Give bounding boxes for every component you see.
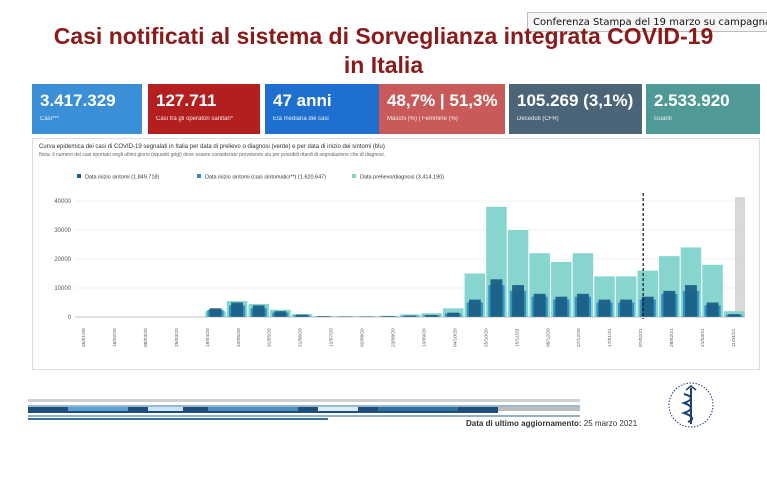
iss-logo bbox=[668, 382, 714, 428]
x-tick-label: 04/10/20 bbox=[452, 328, 458, 347]
x-tick-label: 12/07/20 bbox=[329, 328, 335, 347]
card-label: Deceduti (CFR) bbox=[517, 116, 559, 122]
x-tick-label: 25/10/20 bbox=[483, 328, 489, 347]
x-tick-label: 19/04/20 bbox=[205, 328, 211, 347]
last-update-date: 25 marzo 2021 bbox=[583, 419, 638, 428]
legend-swatch bbox=[197, 174, 201, 178]
provisional-region bbox=[735, 197, 745, 317]
bar bbox=[295, 314, 308, 317]
card-label: Maschi (%) | Femmine (%) bbox=[387, 116, 458, 122]
card-casi: 3.417.329 Casi*** bbox=[32, 84, 142, 134]
x-tick-label: 11/04/21 bbox=[731, 328, 737, 347]
title-line-2: in Italia bbox=[343, 52, 424, 78]
bar bbox=[555, 296, 568, 317]
x-tick-label: 07/02/21 bbox=[638, 328, 644, 347]
x-tick-label: 15/11/20 bbox=[514, 328, 520, 347]
x-tick-label: 31/05/20 bbox=[267, 328, 273, 347]
legend-swatch bbox=[77, 174, 81, 178]
card-label: Casi*** bbox=[40, 116, 60, 122]
epidemic-curve-chart: Data inizio sintomi (1.849.718) Data iniz… bbox=[54, 174, 745, 347]
x-tick-label: 21/06/20 bbox=[298, 328, 304, 347]
card-label: Età mediana dei casi bbox=[273, 116, 329, 122]
bar bbox=[490, 279, 503, 317]
x-tick-label: 28/02/21 bbox=[669, 328, 675, 347]
bar bbox=[641, 296, 654, 317]
card-value: 48,7% | 51,3% bbox=[387, 91, 498, 110]
card-sesso: 48,7% | 51,3% Maschi (%) | Femmine (%) bbox=[379, 84, 505, 134]
x-tick-label: 06/12/20 bbox=[545, 328, 551, 347]
bar bbox=[663, 290, 676, 317]
chart-note: Nota: il numero dei casi riportato negli… bbox=[39, 152, 386, 158]
title-line-1: Casi notificati al sistema di Sorveglian… bbox=[53, 23, 714, 49]
bar bbox=[598, 299, 611, 317]
bar bbox=[468, 299, 481, 317]
y-tick-label: 20000 bbox=[54, 257, 71, 263]
card-label: Guariti bbox=[654, 116, 672, 122]
x-tick-label: 02/08/20 bbox=[360, 328, 366, 347]
x-tick-label: 26/01/20 bbox=[81, 328, 87, 347]
bar bbox=[685, 285, 697, 317]
legend-swatch bbox=[352, 174, 356, 178]
x-tick-label: 23/08/20 bbox=[391, 328, 397, 347]
bar bbox=[620, 299, 633, 317]
last-update-label: Data di ultimo aggiornamento: bbox=[466, 419, 582, 428]
y-tick-label: 0 bbox=[68, 315, 72, 321]
bar bbox=[231, 302, 244, 317]
legend-label: Data inizio sintomi (casi sintomatici**)… bbox=[205, 175, 326, 181]
bar bbox=[447, 312, 460, 317]
bar bbox=[512, 285, 525, 317]
card-value: 2.533.920 bbox=[654, 91, 730, 110]
x-tick-label: 21/03/21 bbox=[700, 328, 706, 347]
bar bbox=[706, 302, 719, 317]
card-guariti: 2.533.920 Guariti bbox=[646, 84, 760, 134]
tooltip: Conferenza Stampa del 19 marzo su campag… bbox=[527, 12, 767, 32]
card-value: 3.417.329 bbox=[40, 91, 116, 110]
bar bbox=[209, 308, 222, 317]
chart-title: Curva epidemica dei casi di COVID-19 seg… bbox=[39, 144, 385, 150]
x-tick-label: 27/12/20 bbox=[576, 328, 582, 347]
bar bbox=[425, 314, 438, 317]
x-tick-label: 13/09/20 bbox=[421, 328, 427, 347]
bar bbox=[382, 316, 395, 317]
x-tick-label: 17/01/21 bbox=[607, 328, 613, 347]
y-tick-label: 40000 bbox=[54, 199, 71, 205]
chart-panel: Curva epidemica dei casi di COVID-19 seg… bbox=[32, 138, 760, 370]
y-tick-label: 30000 bbox=[54, 228, 71, 234]
x-tick-label: 29/03/20 bbox=[174, 328, 180, 347]
legend-label: Data inizio sintomi (1.849.718) bbox=[85, 175, 159, 181]
card-deceduti: 105.269 (3,1%) Deceduti (CFR) bbox=[509, 84, 642, 134]
x-tick-label: 08/03/20 bbox=[143, 328, 149, 347]
decorative-banner-strip bbox=[28, 399, 580, 420]
card-value: 47 anni bbox=[273, 91, 332, 110]
last-update: Data di ultimo aggiornamento: 25 marzo 2… bbox=[466, 419, 637, 428]
x-tick-label: 16/02/20 bbox=[112, 328, 118, 347]
card-eta-mediana: 47 anni Età mediana dei casi bbox=[265, 84, 379, 134]
x-tick-label: 10/05/20 bbox=[236, 328, 242, 347]
card-value: 105.269 (3,1%) bbox=[517, 91, 634, 110]
card-value: 127.711 bbox=[156, 91, 217, 110]
bar bbox=[252, 305, 265, 317]
card-label: Casi tra gli operatori sanitari* bbox=[156, 116, 234, 122]
card-operatori: 127.711 Casi tra gli operatori sanitari* bbox=[148, 84, 260, 134]
bar bbox=[317, 316, 330, 317]
bar bbox=[274, 311, 287, 317]
legend-label: Data prelievo/diagnosi (3.414.190) bbox=[360, 175, 444, 181]
bar bbox=[404, 315, 416, 317]
stats-cards: 3.417.329 Casi*** 127.711 Casi tra gli o… bbox=[32, 84, 760, 134]
bar bbox=[533, 293, 546, 317]
bar bbox=[728, 314, 741, 317]
bar bbox=[576, 293, 589, 317]
page-title: Casi notificati al sistema di Sorveglian… bbox=[20, 22, 747, 80]
y-tick-label: 10000 bbox=[54, 286, 71, 292]
